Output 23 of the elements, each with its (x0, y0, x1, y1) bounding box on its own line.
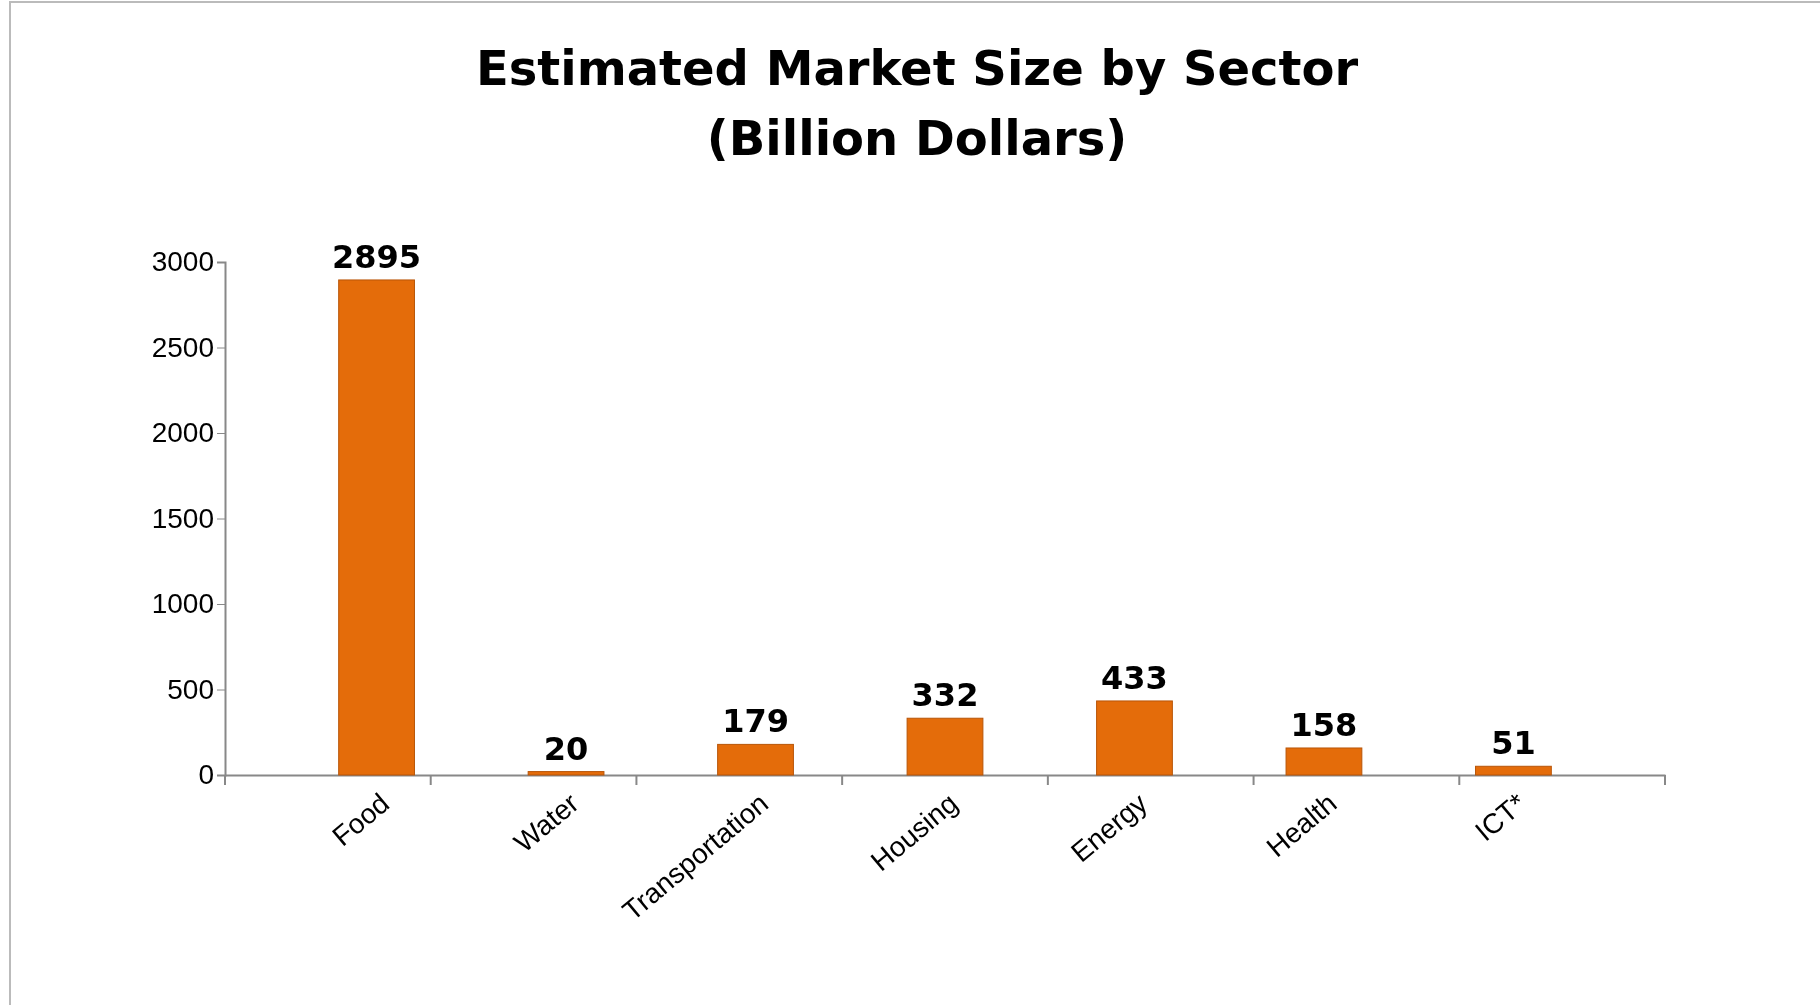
x-tick-label: ICT* (1469, 787, 1533, 848)
data-label: 332 (911, 676, 979, 715)
bar (1285, 747, 1363, 776)
y-tick-label: 1500 (151, 502, 214, 534)
y-tick-label: 2500 (151, 331, 214, 363)
data-label: 20 (543, 729, 589, 768)
bar (1475, 765, 1552, 776)
bar (527, 771, 605, 776)
bar (338, 279, 415, 776)
y-tick-label: 1000 (151, 588, 214, 620)
bar (1096, 700, 1173, 776)
data-label: 2895 (332, 237, 422, 276)
chart-title: Estimated Market Size by Sector (Billion Dollars) (475, 40, 1359, 166)
bar (717, 743, 794, 776)
data-label: 433 (1101, 658, 1168, 697)
data-label: 51 (1491, 724, 1536, 763)
data-label: 179 (722, 702, 789, 741)
y-tick-label: 3000 (151, 246, 214, 278)
y-tick-label: 500 (167, 673, 214, 705)
y-tick-label: 0 (198, 759, 214, 791)
bar (906, 717, 984, 776)
y-tick-label: 2000 (151, 417, 214, 449)
data-label: 158 (1290, 705, 1358, 744)
